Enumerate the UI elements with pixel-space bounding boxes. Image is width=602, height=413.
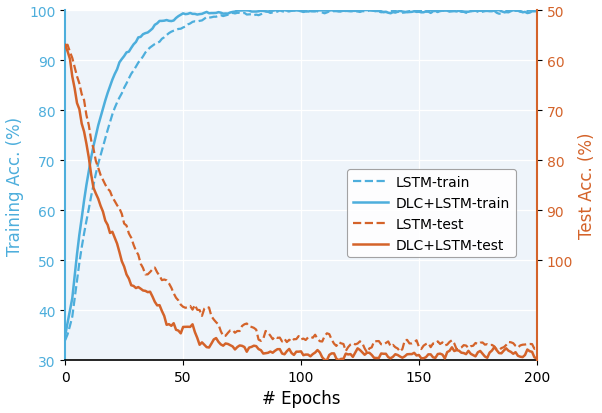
LSTM-test [64,43,71,48]
LSTM-test [236,329,243,334]
LSTM-test [262,329,269,334]
DLC+LSTM-test [234,345,241,350]
LSTM-test [107,189,114,194]
LSTM-train [526,9,533,14]
DLC+LSTM-train [259,9,267,14]
LSTM-train [234,11,241,16]
DLC+LSTM-train [64,320,71,325]
LSTM-test [61,43,69,48]
DLC+LSTM-test [323,358,330,363]
DLC+LSTM-test [495,351,503,356]
LSTM-test [498,346,505,351]
LSTM-train [493,11,500,16]
Line: DLC+LSTM-test: DLC+LSTM-test [65,46,537,360]
DLC+LSTM-train [318,9,326,14]
DLC+LSTM-train [61,333,69,338]
DLC+LSTM-train [495,9,503,14]
DLC+LSTM-test [61,43,69,48]
LSTM-train [316,11,323,16]
LSTM-test [533,346,541,351]
Y-axis label: Test Acc. (%): Test Acc. (%) [579,133,597,239]
LSTM-train [61,338,69,343]
LSTM-train [64,332,71,337]
Line: LSTM-test: LSTM-test [65,46,537,353]
Y-axis label: Training Acc. (%): Training Acc. (%) [5,116,23,255]
LSTM-train [533,9,541,14]
DLC+LSTM-train [234,9,241,14]
LSTM-test [66,50,73,55]
DLC+LSTM-test [259,351,267,356]
Legend: LSTM-train, DLC+LSTM-train, LSTM-test, DLC+LSTM-test: LSTM-train, DLC+LSTM-train, LSTM-test, D… [347,170,516,257]
LSTM-test [364,350,371,355]
X-axis label: # Epochs: # Epochs [262,389,340,408]
DLC+LSTM-test [316,350,323,355]
DLC+LSTM-train [274,9,281,14]
DLC+LSTM-train [533,9,541,14]
DLC+LSTM-test [533,356,541,361]
DLC+LSTM-train [104,91,111,96]
LSTM-test [318,339,326,344]
DLC+LSTM-test [104,223,111,228]
LSTM-train [104,128,111,133]
DLC+LSTM-test [64,50,71,55]
Line: DLC+LSTM-train: DLC+LSTM-train [65,11,537,335]
LSTM-train [259,11,267,16]
Line: LSTM-train: LSTM-train [65,11,537,340]
